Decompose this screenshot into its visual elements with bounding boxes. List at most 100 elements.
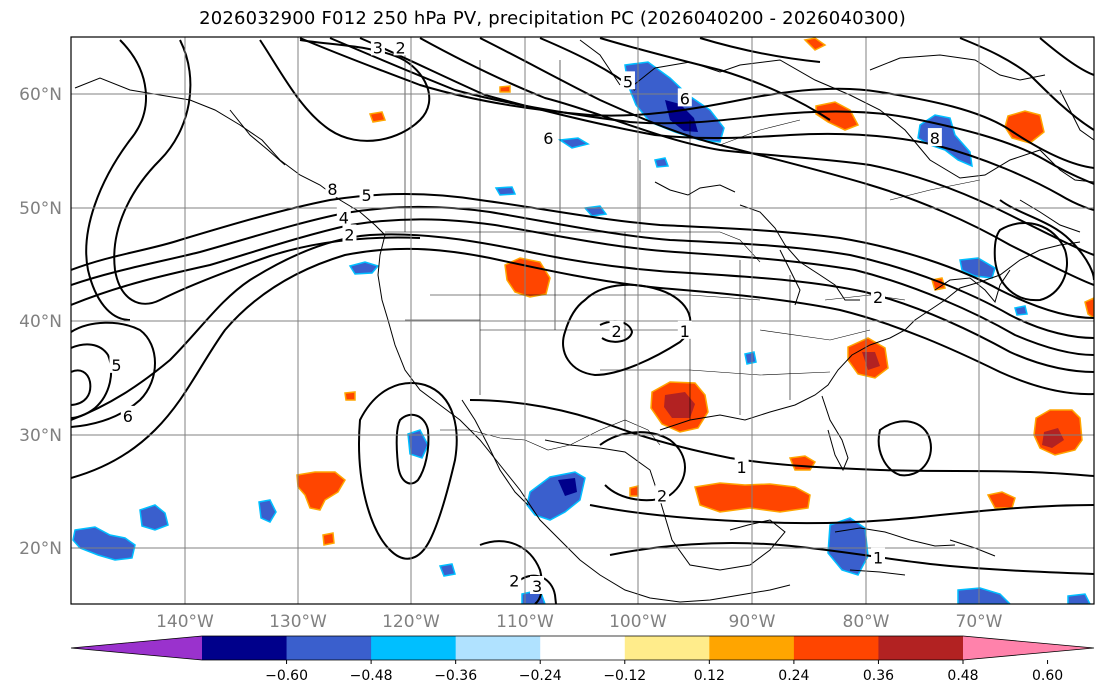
precipitation-shading	[72, 37, 1094, 604]
contour-label: 6	[543, 129, 553, 148]
graticule	[71, 37, 1094, 604]
lat-label: 30°N	[19, 426, 62, 446]
lon-label: 110°W	[496, 612, 554, 632]
lat-label: 60°N	[19, 85, 62, 105]
precip-positive-area	[368, 111, 387, 123]
precip-positive-area	[296, 471, 346, 511]
page-title: 2026032900 F012 250 hPa PV, precipitatio…	[199, 8, 906, 29]
colorbar-swatch	[793, 636, 879, 660]
colorbar-tick-label: 0.24	[778, 668, 809, 684]
contour-label: 2	[612, 322, 622, 341]
colorbar-swatch	[878, 636, 964, 660]
colorbar-tick-label: 0.60	[1032, 668, 1063, 684]
precip-negative-area	[654, 157, 670, 168]
precip-negative-area	[348, 261, 380, 275]
colorbar-extend-low	[71, 636, 202, 660]
precip-negative-area	[1067, 593, 1091, 604]
colorbar-swatch	[540, 636, 626, 660]
colorbar: −0.60 −0.48 −0.36 −0.24 −0.12 0.12 0.24 0.36 0.4…	[70, 635, 1095, 684]
contour-label-bg	[871, 286, 886, 305]
precip-positive-area	[803, 37, 827, 51]
contour-label-bg	[370, 37, 385, 56]
precip-positive-area	[788, 455, 817, 471]
precip-positive-area	[986, 491, 1016, 509]
contour-label: 1	[737, 458, 747, 477]
colorbar-tick-label: 0.12	[694, 668, 725, 684]
contour-label-bg	[342, 224, 357, 243]
contour-label: 3	[532, 577, 542, 596]
contour-label-bg	[530, 575, 545, 594]
lat-label: 20°N	[19, 539, 62, 559]
precip-negative-core	[558, 478, 577, 496]
contour-label: 5	[361, 186, 371, 205]
contour-label: 8	[327, 180, 337, 199]
colorbar-swatch	[371, 636, 457, 660]
contour-label: 6	[123, 407, 133, 426]
precip-positive-area	[504, 257, 551, 298]
contour-label-bg	[871, 547, 886, 566]
contour-label-bg	[620, 71, 635, 90]
lon-label: 140°W	[156, 612, 214, 632]
colorbar-tick-label: 0.36	[863, 668, 894, 684]
colorbar-tick-label: −0.36	[434, 668, 477, 684]
precip-negative-area	[959, 257, 996, 279]
colorbar-swatch	[455, 636, 541, 660]
precip-negative-area	[258, 499, 277, 523]
contour-label-bg	[677, 88, 692, 107]
precip-positive-area	[1004, 110, 1045, 144]
precip-negative-area	[917, 114, 973, 168]
colorbar-swatch	[202, 636, 288, 660]
contour-label: 2	[873, 288, 883, 307]
contour-label-bg	[609, 320, 624, 339]
contour-label-bg	[359, 184, 374, 203]
precip-negative-area	[557, 137, 590, 149]
political-borders	[385, 37, 981, 451]
lon-label: 90°W	[729, 612, 776, 632]
contour-label-bg	[120, 405, 135, 424]
precip-negative-area	[72, 526, 136, 561]
contour-label-bg	[336, 207, 351, 226]
precip-negative-area	[494, 186, 517, 196]
colorbar-outline	[70, 635, 1095, 661]
contour-label-bg	[734, 456, 749, 475]
precip-negative-area	[1014, 305, 1028, 316]
precip-positive-area	[1084, 297, 1094, 319]
precip-negative-area	[827, 517, 869, 576]
contour-label-bg	[393, 37, 408, 56]
colorbar-tick-label: −0.24	[519, 668, 562, 684]
precip-negative-area	[438, 563, 456, 577]
contour-label: 8	[930, 129, 940, 148]
precip-positive-area	[344, 391, 356, 401]
precip-positive-area	[815, 101, 860, 131]
lon-label: 130°W	[269, 612, 327, 632]
colorbar-extend-high	[963, 636, 1094, 660]
precip-negative-area	[744, 351, 757, 365]
contour-label: 2	[657, 486, 667, 505]
colorbar-swatch	[286, 636, 372, 660]
lat-label: 50°N	[19, 199, 62, 219]
contour-label: 4	[339, 208, 349, 227]
latitude-labels: 20°N 30°N 40°N 50°N 60°N	[19, 85, 62, 559]
contour-label: 1	[873, 549, 883, 568]
colorbar-swatch	[624, 636, 710, 660]
precip-negative-area	[407, 429, 429, 459]
lat-label: 40°N	[19, 312, 62, 332]
colorbar-swatch	[709, 636, 795, 660]
contour-label: 1	[680, 322, 690, 341]
colorbar-tick-label: 0.48	[947, 668, 978, 684]
contour-label-bg	[109, 354, 124, 373]
precip-negative-area	[139, 504, 169, 531]
precip-positive-area	[499, 85, 511, 93]
longitude-labels: 140°W 130°W 120°W 110°W 100°W 90°W 80°W …	[156, 612, 1003, 632]
precip-positive-area	[629, 485, 639, 497]
precip-positive-core	[1042, 428, 1064, 448]
contour-label: 2	[344, 225, 354, 244]
lon-label: 70°W	[956, 612, 1003, 632]
contour-label-bg	[677, 320, 692, 339]
colorbar-tick-label: −0.12	[603, 668, 646, 684]
contour-label-bg	[541, 128, 556, 147]
contour-label-bg	[507, 570, 522, 589]
contour-label-bg	[655, 485, 670, 504]
colorbar-tick-label: −0.60	[265, 668, 308, 684]
